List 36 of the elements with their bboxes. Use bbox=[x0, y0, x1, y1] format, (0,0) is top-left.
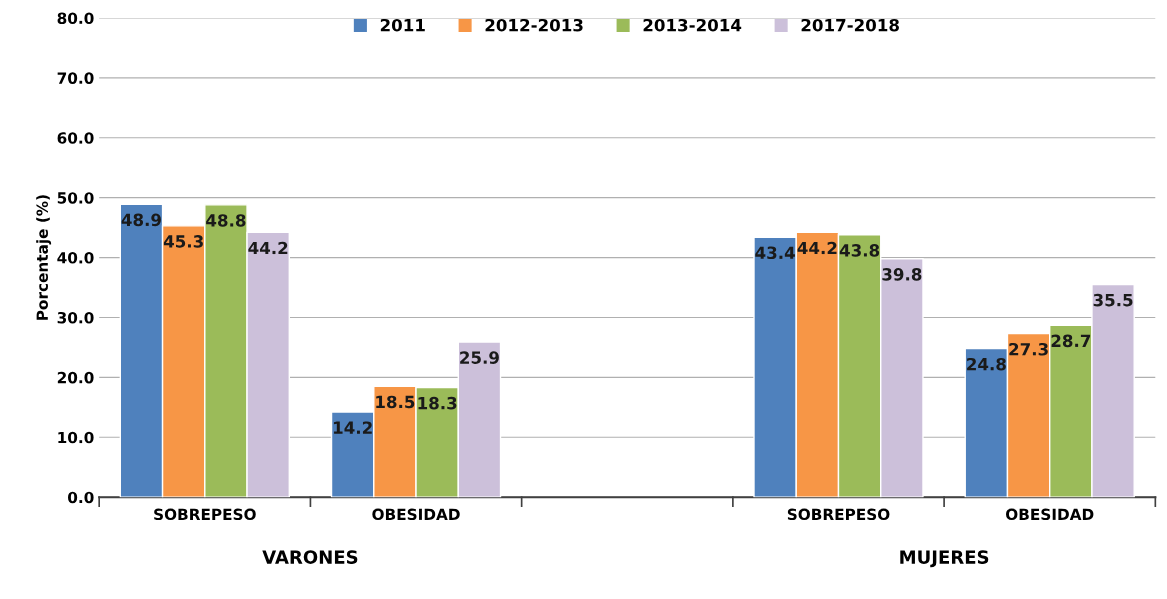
data-label: 28.7 bbox=[1051, 334, 1091, 348]
data-label: 44.2 bbox=[248, 241, 288, 255]
data-label: 24.8 bbox=[967, 357, 1006, 371]
data-label: 48.8 bbox=[206, 214, 246, 227]
x-tick-label: SOBREPESO bbox=[787, 508, 890, 521]
y-tick-label: 80.0 bbox=[57, 12, 94, 24]
y-axis-title: Porcentaje (%) bbox=[36, 195, 52, 320]
y-tick-label: 40.0 bbox=[57, 252, 94, 264]
data-label: 39.8 bbox=[882, 268, 922, 281]
x-tick-label: SOBREPESO bbox=[154, 508, 256, 521]
y-tick-label: 10.0 bbox=[58, 431, 94, 444]
data-label: 44.2 bbox=[797, 241, 837, 255]
data-label: 18.3 bbox=[418, 396, 457, 410]
data-label: 45.3 bbox=[163, 235, 203, 248]
text: VARONES bbox=[262, 550, 358, 564]
data-label: 48.9 bbox=[121, 213, 161, 227]
y-tick-label: 20.0 bbox=[57, 371, 94, 384]
data-label: 43.8 bbox=[839, 244, 880, 257]
data-label: 25.9 bbox=[460, 351, 499, 364]
y-tick-label: 50.0 bbox=[57, 192, 94, 204]
legend-label: 2011 bbox=[380, 18, 425, 32]
data-label: 14.2 bbox=[333, 421, 372, 434]
data-label: 35.5 bbox=[1093, 293, 1133, 307]
y-tick-label: 0.0 bbox=[68, 491, 94, 504]
text: MUJERES bbox=[900, 550, 989, 568]
y-tick-label: 60.0 bbox=[57, 132, 94, 144]
y-tick-label: 30.0 bbox=[57, 311, 94, 324]
x-tick-label: OBESIDAD bbox=[1006, 508, 1094, 521]
legend-label: 2013-2014 bbox=[643, 18, 742, 32]
data-label: 27.3 bbox=[1009, 342, 1048, 356]
x-tick-label: OBESIDAD bbox=[372, 508, 460, 521]
data-label: 43.4 bbox=[755, 246, 795, 260]
y-tick-label: 70.0 bbox=[57, 72, 94, 84]
legend-label: 2017-2018 bbox=[801, 18, 899, 32]
data-label: 18.5 bbox=[376, 395, 415, 409]
legend-label: 2012-2013 bbox=[485, 18, 583, 32]
